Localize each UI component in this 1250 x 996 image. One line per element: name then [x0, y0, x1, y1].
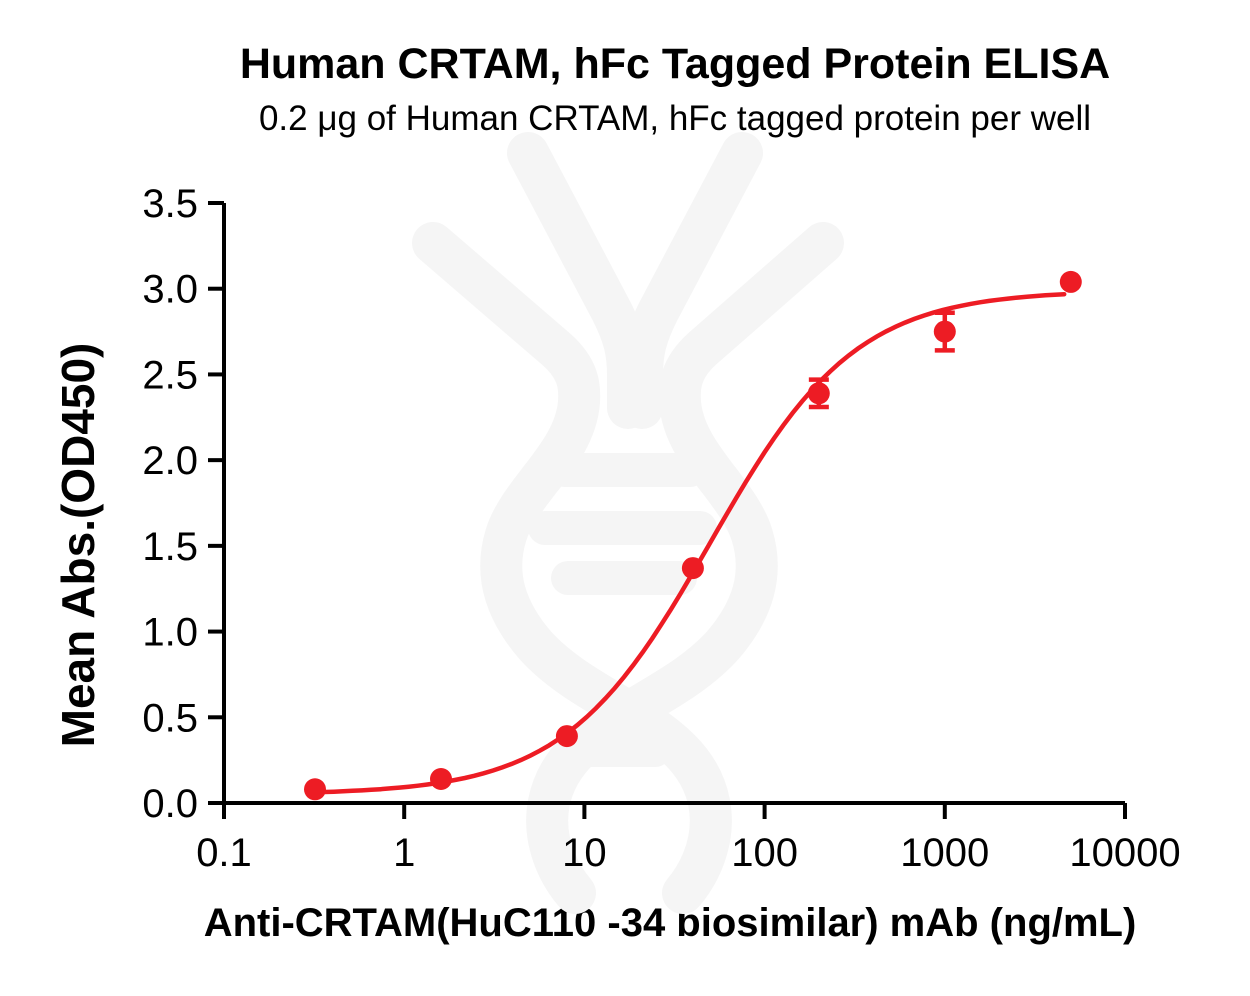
- watermark-left-strand: [412, 222, 732, 914]
- data-point-marker: [681, 557, 704, 580]
- chart-subtitle: 0.2 μg of Human CRTAM, hFc tagged protei…: [258, 99, 1092, 138]
- y-tick-label: 3.5: [142, 182, 198, 226]
- data-series: [304, 270, 1082, 801]
- y-tick-label: 2.0: [142, 439, 198, 483]
- data-point-marker: [430, 768, 452, 790]
- axes: 0.0 0.5 1.0 1.5 2.0 2.5 3.0 3.5 0.1 1 10 100 1000 100…: [142, 182, 1180, 875]
- antibody-dna-watermark-logo: [412, 132, 844, 914]
- data-point-marker: [304, 778, 326, 801]
- x-tick-label: 1000: [900, 831, 989, 875]
- y-tick-label: 2.5: [142, 353, 198, 397]
- y-tick-label: 0.0: [142, 782, 198, 826]
- x-tick-label: 1: [393, 831, 415, 875]
- x-tick-label: 10000: [1069, 831, 1180, 875]
- watermark-right-strand: [526, 222, 844, 914]
- x-tick-label: 100: [731, 831, 798, 875]
- chart-title: Human CRTAM, hFc Tagged Protein ELISA: [239, 40, 1111, 88]
- data-point-marker: [555, 725, 578, 748]
- y-tick-label: 1.5: [142, 525, 198, 569]
- y-tick-label: 1.0: [142, 611, 198, 655]
- data-point-marker: [807, 382, 830, 405]
- x-tick-label: 0.1: [196, 831, 252, 875]
- data-point-marker: [1059, 270, 1082, 293]
- watermark-inner-v-right: [621, 132, 763, 429]
- y-tick-label: 3.0: [142, 268, 198, 312]
- y-tick-label: 0.5: [142, 696, 198, 740]
- data-point-marker: [933, 320, 956, 343]
- x-tick-label: 10: [562, 831, 607, 875]
